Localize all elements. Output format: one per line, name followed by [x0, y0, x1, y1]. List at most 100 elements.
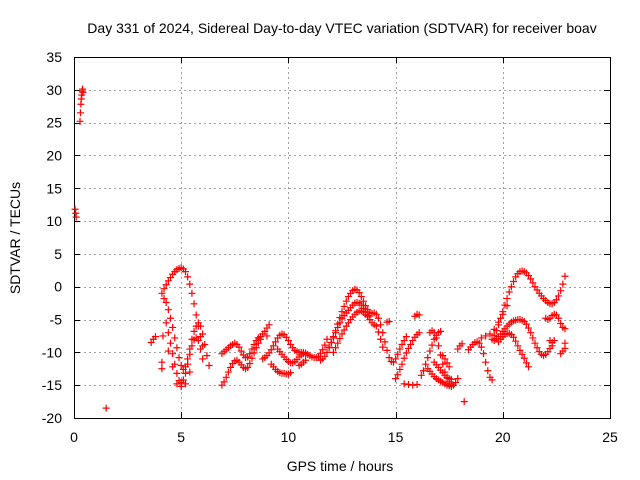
data-point-marker	[329, 348, 337, 356]
data-point-marker	[357, 293, 365, 301]
data-point-marker	[222, 373, 230, 381]
y-tick-label: -20	[42, 410, 62, 426]
data-point-marker	[400, 337, 408, 345]
data-point-marker	[488, 376, 496, 384]
x-tick-label: 0	[70, 429, 78, 445]
data-point-marker	[366, 316, 374, 324]
y-tick-label: 10	[46, 213, 62, 229]
data-point-marker	[402, 349, 410, 357]
data-point-marker	[490, 325, 498, 333]
data-point-marker	[166, 339, 174, 347]
x-tick-label: 25	[602, 429, 618, 445]
data-point-marker	[272, 338, 280, 346]
data-point-marker	[169, 363, 177, 371]
data-point-marker	[377, 335, 385, 343]
data-point-marker	[518, 350, 526, 358]
axis-ticks	[74, 57, 611, 419]
data-point-marker	[263, 332, 271, 340]
y-tick-label: 0	[54, 279, 62, 295]
data-point-marker	[561, 272, 569, 280]
data-point-marker	[404, 381, 412, 389]
data-point-marker	[171, 334, 179, 342]
data-point-marker	[340, 326, 348, 334]
data-point-marker	[443, 359, 451, 367]
data-point-marker	[184, 360, 192, 368]
data-point-marker	[250, 349, 258, 357]
data-point-marker	[355, 289, 363, 297]
data-point-marker	[188, 289, 196, 297]
y-tick-label: -15	[42, 377, 62, 393]
data-point-marker	[340, 302, 348, 310]
data-point-marker	[385, 318, 393, 326]
x-axis-label: GPS time / hours	[287, 458, 394, 474]
data-point-marker	[72, 213, 80, 221]
data-point-marker	[237, 347, 245, 355]
data-point-marker	[413, 381, 421, 389]
data-point-marker	[561, 339, 569, 347]
data-point-marker	[372, 322, 380, 330]
data-point-marker	[181, 380, 189, 388]
data-point-marker	[199, 355, 207, 363]
data-point-marker	[220, 378, 228, 386]
data-point-marker	[514, 342, 522, 350]
x-tick-label: 10	[281, 429, 297, 445]
data-point-marker	[158, 365, 166, 373]
data-point-marker	[332, 329, 340, 337]
data-point-marker	[482, 358, 490, 366]
data-point-marker	[334, 323, 342, 331]
data-point-marker	[512, 337, 520, 345]
data-point-marker	[250, 340, 258, 348]
data-point-marker	[321, 352, 329, 360]
data-point-marker	[400, 354, 408, 362]
data-point-marker	[533, 344, 541, 352]
grid-lines	[74, 57, 610, 418]
data-point-marker	[510, 333, 518, 341]
data-point-marker	[396, 345, 404, 353]
data-point-marker	[319, 346, 327, 354]
data-point-marker	[484, 367, 492, 375]
data-point-marker	[76, 117, 84, 125]
data-point-marker	[323, 348, 331, 356]
data-point-marker	[164, 347, 172, 355]
data-point-marker	[557, 287, 565, 295]
data-point-marker	[177, 382, 185, 390]
data-point-marker	[332, 344, 340, 352]
data-point-marker	[445, 363, 453, 371]
data-point-marker	[475, 339, 483, 347]
data-point-marker	[394, 371, 402, 379]
data-point-marker	[379, 329, 387, 337]
data-point-marker	[338, 330, 346, 338]
data-points	[71, 85, 569, 412]
data-point-marker	[432, 334, 440, 342]
data-point-marker	[503, 295, 511, 303]
data-point-marker	[415, 329, 423, 337]
data-point-marker	[287, 369, 295, 377]
data-point-marker	[495, 318, 503, 326]
data-point-marker	[175, 354, 183, 362]
data-point-marker	[561, 325, 569, 333]
data-point-marker	[190, 327, 198, 335]
y-tick-label: 20	[46, 147, 62, 163]
data-point-marker	[379, 343, 387, 351]
data-point-marker	[507, 283, 515, 291]
data-point-marker	[454, 375, 462, 383]
data-point-marker	[151, 333, 159, 341]
y-tick-label: 30	[46, 82, 62, 98]
x-tick-label: 20	[495, 429, 511, 445]
data-point-marker	[248, 345, 256, 353]
data-point-marker	[205, 361, 213, 369]
data-point-marker	[409, 381, 417, 389]
data-point-marker	[196, 322, 204, 330]
data-point-marker	[173, 369, 181, 377]
data-point-marker	[441, 355, 449, 363]
data-point-marker	[184, 273, 192, 281]
data-point-marker	[162, 319, 170, 327]
data-point-marker	[559, 280, 567, 288]
data-point-marker	[385, 354, 393, 362]
data-point-marker	[396, 365, 404, 373]
data-point-marker	[527, 275, 535, 283]
data-point-marker	[505, 288, 513, 296]
y-axis-label: SDTVAR / TECUs	[7, 182, 23, 294]
y-tick-label: 15	[46, 180, 62, 196]
data-point-marker	[327, 339, 335, 347]
